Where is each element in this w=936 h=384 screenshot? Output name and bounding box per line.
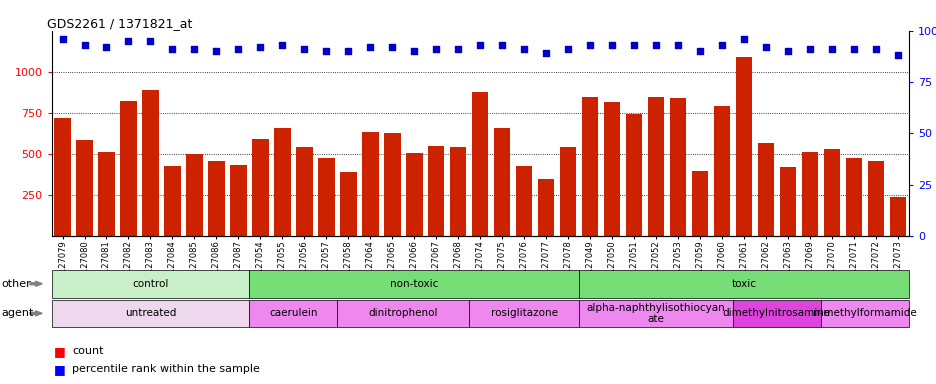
- Bar: [296, 147, 313, 236]
- Bar: [867, 161, 884, 236]
- Point: [582, 42, 597, 48]
- Point: [472, 42, 487, 48]
- Bar: [516, 166, 532, 236]
- Bar: [252, 139, 269, 236]
- Bar: [76, 140, 93, 236]
- Text: alpha-naphthylisothiocyan
ate: alpha-naphthylisothiocyan ate: [586, 303, 724, 324]
- Point: [165, 46, 180, 52]
- Bar: [757, 143, 773, 236]
- Text: other: other: [2, 279, 32, 289]
- Text: control: control: [132, 279, 168, 289]
- Text: untreated: untreated: [124, 308, 176, 318]
- Bar: [142, 90, 158, 236]
- Point: [209, 48, 224, 55]
- Bar: [625, 114, 642, 236]
- Bar: [823, 149, 840, 236]
- Point: [55, 36, 70, 42]
- Point: [121, 38, 136, 44]
- Bar: [405, 153, 422, 236]
- Bar: [384, 134, 400, 236]
- Bar: [186, 154, 202, 236]
- Point: [429, 46, 444, 52]
- Point: [868, 46, 883, 52]
- Point: [736, 36, 751, 42]
- Bar: [801, 152, 817, 236]
- Point: [604, 42, 619, 48]
- Point: [274, 42, 289, 48]
- Bar: [208, 161, 225, 236]
- Bar: [340, 172, 357, 236]
- Point: [780, 48, 795, 55]
- Bar: [713, 106, 729, 236]
- Point: [626, 42, 641, 48]
- Point: [560, 46, 575, 52]
- Text: dimethylnitrosamine: dimethylnitrosamine: [722, 308, 830, 318]
- Bar: [779, 167, 796, 236]
- Text: n-methylformamide: n-methylformamide: [812, 308, 915, 318]
- Text: dinitrophenol: dinitrophenol: [368, 308, 437, 318]
- Point: [143, 38, 158, 44]
- Bar: [560, 147, 576, 236]
- Point: [99, 44, 114, 50]
- Text: GDS2261 / 1371821_at: GDS2261 / 1371821_at: [47, 17, 193, 30]
- Bar: [647, 97, 664, 236]
- Bar: [735, 57, 752, 236]
- Point: [538, 50, 553, 56]
- Point: [801, 46, 816, 52]
- Text: ■: ■: [53, 363, 66, 376]
- Point: [385, 44, 400, 50]
- Point: [186, 46, 202, 52]
- Point: [406, 48, 421, 55]
- Point: [889, 52, 904, 58]
- Text: non-toxic: non-toxic: [389, 279, 438, 289]
- Point: [670, 42, 685, 48]
- Point: [318, 48, 333, 55]
- Text: toxic: toxic: [731, 279, 755, 289]
- Bar: [888, 197, 905, 236]
- Point: [494, 42, 509, 48]
- Point: [230, 46, 245, 52]
- Bar: [537, 179, 554, 236]
- Point: [758, 44, 773, 50]
- Bar: [164, 166, 181, 236]
- Bar: [98, 152, 114, 236]
- Bar: [361, 132, 378, 236]
- Point: [648, 42, 663, 48]
- Bar: [54, 118, 71, 236]
- Point: [845, 46, 860, 52]
- Bar: [274, 128, 290, 236]
- Point: [253, 44, 268, 50]
- Text: caerulein: caerulein: [269, 308, 317, 318]
- Point: [362, 44, 377, 50]
- Text: agent: agent: [2, 308, 35, 318]
- Point: [341, 48, 356, 55]
- Bar: [581, 97, 598, 236]
- Point: [692, 48, 707, 55]
- Bar: [603, 102, 620, 236]
- Point: [297, 46, 312, 52]
- Point: [714, 42, 729, 48]
- Bar: [472, 92, 488, 236]
- Point: [77, 42, 92, 48]
- Bar: [428, 146, 444, 236]
- Point: [516, 46, 531, 52]
- Bar: [691, 171, 708, 236]
- Bar: [493, 128, 510, 236]
- Point: [824, 46, 839, 52]
- Bar: [230, 165, 246, 236]
- Bar: [845, 158, 861, 236]
- Bar: [120, 101, 137, 236]
- Bar: [449, 147, 466, 236]
- Text: count: count: [72, 346, 104, 356]
- Bar: [317, 158, 334, 236]
- Text: ■: ■: [53, 345, 66, 358]
- Point: [450, 46, 465, 52]
- Bar: [669, 98, 685, 236]
- Text: rosiglitazone: rosiglitazone: [490, 308, 557, 318]
- Text: percentile rank within the sample: percentile rank within the sample: [72, 364, 260, 374]
